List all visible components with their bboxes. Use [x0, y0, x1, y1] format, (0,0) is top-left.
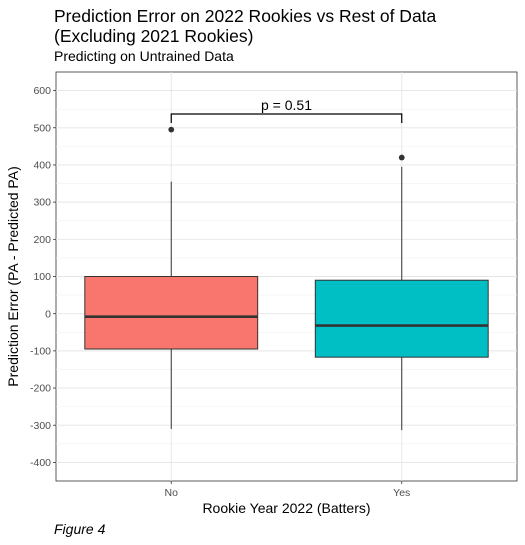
box — [84, 276, 259, 350]
p-value-label: p = 0.51 — [261, 97, 312, 113]
boxplot-no — [84, 126, 259, 429]
outlier-point — [168, 126, 175, 133]
y-tick-label: 0 — [45, 308, 51, 320]
chart-title: Prediction Error on 2022 Rookies vs Rest… — [54, 6, 437, 46]
x-tick-label: No — [165, 487, 179, 499]
bracket-line — [170, 113, 403, 123]
y-tick-label: 400 — [33, 160, 51, 172]
y-tick-label: -200 — [30, 383, 51, 395]
x-axis-ticks: No Yes — [165, 481, 410, 499]
p-value-bracket: p = 0.51 — [170, 97, 403, 123]
y-tick-label: 200 — [33, 234, 51, 246]
figure-caption: Figure 4 — [54, 521, 106, 537]
y-tick-label: 100 — [33, 271, 51, 283]
y-axis-ticks: -400 -300 -200 -100 0 100 200 300 400 500 600 — [30, 85, 56, 469]
boxplot-yes — [314, 154, 489, 431]
y-tick-label: -300 — [30, 420, 51, 432]
y-tick-label: 600 — [33, 85, 51, 97]
boxplots — [84, 126, 489, 431]
y-axis-title: Prediction Error (PA - Predicted PA) — [5, 166, 21, 386]
x-axis-title: Rookie Year 2022 (Batters) — [202, 500, 370, 516]
y-tick-label: -100 — [30, 345, 51, 357]
outlier-point — [398, 154, 405, 161]
y-tick-label: 500 — [33, 122, 51, 134]
chart-subtitle: Predicting on Untrained Data — [54, 48, 234, 64]
x-tick-label: Yes — [393, 487, 410, 499]
y-tick-label: -400 — [30, 457, 51, 469]
box — [314, 279, 489, 358]
y-tick-label: 300 — [33, 197, 51, 209]
